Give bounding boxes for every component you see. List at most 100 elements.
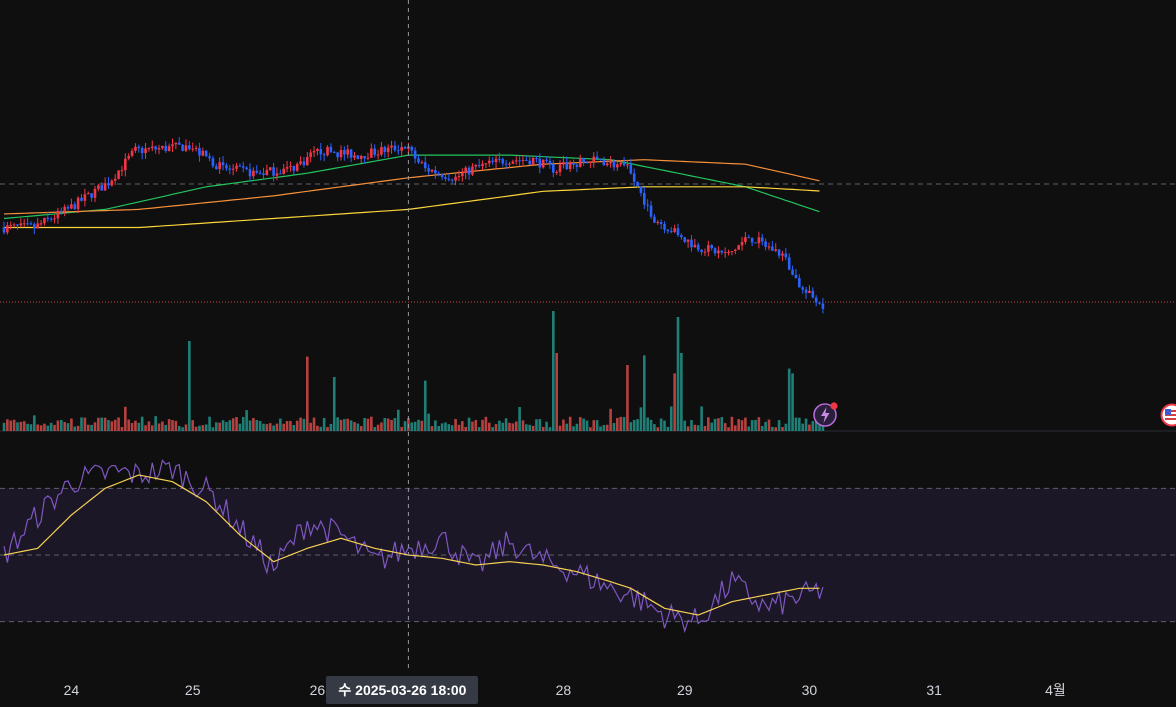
candle-body [299,161,302,164]
candle-body [218,162,221,170]
volume-bars [2,311,825,431]
candle-body [794,274,798,279]
volume-bar [733,425,737,431]
volume-bar [683,420,687,431]
volume-bar [238,423,242,431]
alert-button[interactable] [813,401,839,427]
volume-bar [676,317,680,431]
candle-body [356,155,360,159]
volume-bar [86,424,90,431]
time-axis-tick: 31 [926,682,942,698]
candle-body [238,165,242,167]
volume-bar [19,421,23,431]
volume-bar [690,420,693,431]
candle-body [177,142,181,145]
candle-body [66,206,70,209]
candle-body [194,147,198,149]
candle-body [461,172,464,177]
candle-body [575,164,579,167]
candle-body [710,245,713,249]
volume-bar [535,419,538,431]
volume-bar [194,426,198,431]
candle-body [605,163,609,166]
volume-bar [487,422,491,431]
candle-body [700,249,703,253]
volume-bar [794,417,798,431]
candle-body [723,252,727,254]
candle-body [538,158,542,168]
candle-body [673,228,676,233]
volume-bar [518,406,521,431]
candle-body [241,166,245,168]
volume-bar [700,406,703,431]
volume-bar [558,425,562,431]
candle-body [693,244,697,248]
volume-bar [100,417,104,431]
candle-body [420,162,424,164]
candle-body [309,152,312,158]
volume-bar [565,423,569,431]
candle-body [154,146,157,150]
candle-body [787,257,791,270]
candle-body [370,148,373,158]
volume-bar [130,423,134,431]
volume-bar [113,419,117,431]
volume-bar [380,422,383,431]
candle-body [666,229,670,232]
volume-bar [578,417,582,431]
volume-bar [312,417,316,431]
volume-bar [804,418,808,431]
candle-body [134,146,137,151]
volume-bar [723,423,727,431]
candle-body [36,223,39,229]
candle-body [282,168,286,174]
volume-bar [659,418,663,431]
volume-bar [63,421,66,431]
candle-body [798,278,801,288]
candle-body [622,162,626,166]
volume-bar [730,416,734,431]
volume-bar [6,419,9,431]
candle-body [683,237,687,242]
volume-bar [508,422,511,431]
candle-body [632,173,636,182]
volume-bar [760,425,764,431]
volume-bar [413,421,417,431]
volume-bar [16,422,19,431]
volume-bar [713,418,717,431]
flag-button[interactable] [1160,402,1176,428]
volume-bar [306,356,309,431]
candle-body [211,158,215,167]
volume-bar [282,423,286,431]
candle-body [703,251,707,253]
candle-body [70,204,73,209]
candle-body [508,163,511,165]
volume-bar [201,425,205,431]
candle-body [649,205,653,217]
volume-bar [484,416,488,431]
volume-bar [103,417,107,431]
candle-body [518,160,521,162]
candle-body [589,162,592,164]
candle-body [531,158,535,165]
volume-bar [373,427,376,431]
volume-bar [150,425,154,431]
volume-bar [157,423,161,431]
candle-body [295,163,299,171]
volume-bar [353,422,356,431]
candle-body [329,146,333,153]
candle-body [669,231,673,233]
candle-body [427,168,430,172]
volume-bar [289,420,292,431]
volume-bar [93,422,97,431]
candle-body [53,218,56,220]
volume-bar [531,425,535,431]
volume-bar [437,426,441,431]
candle-body [417,158,420,163]
candle-body [359,156,363,159]
volume-bar [265,424,269,431]
candle-body [754,242,757,244]
volume-bar [235,417,238,431]
volume-bar [396,409,400,431]
